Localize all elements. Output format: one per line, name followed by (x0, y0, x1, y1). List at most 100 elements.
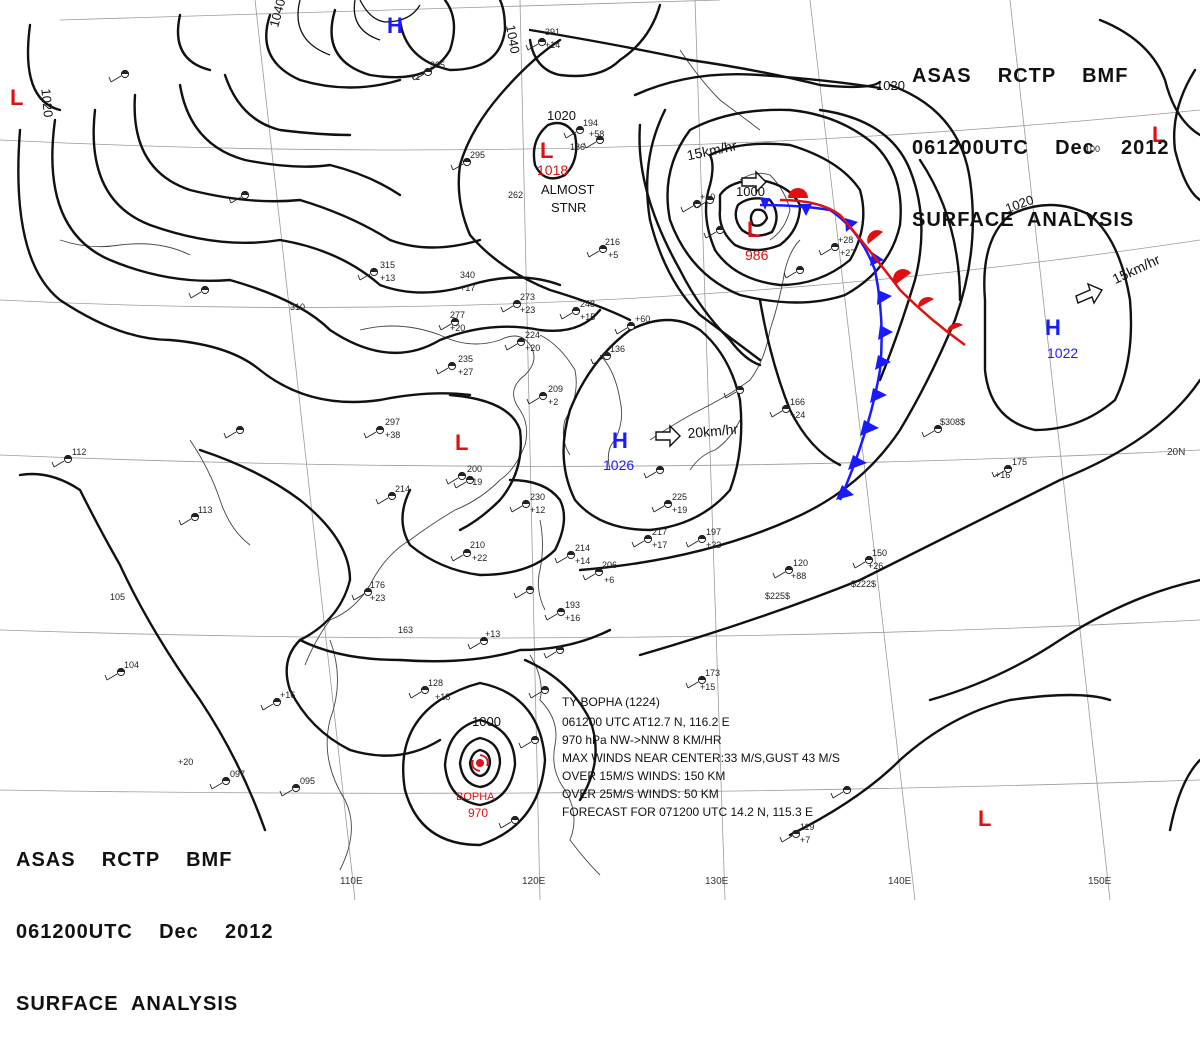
station-value: 100 (1085, 144, 1100, 154)
wind-barb (590, 357, 604, 365)
station-value: +19 (672, 505, 687, 515)
wind-barb (559, 312, 573, 320)
station-cloud-cover (121, 70, 129, 74)
isobar (983, 203, 1133, 432)
isobar (578, 318, 957, 572)
pressure-center-h-north: H (387, 13, 403, 38)
station-value: +7 (800, 835, 810, 845)
isobar (1173, 68, 1200, 202)
wind-barb (228, 196, 242, 204)
station-value: +17 (652, 540, 667, 550)
wind-barb (582, 573, 596, 581)
isobar (734, 197, 778, 237)
isobar-labels: 1040 1040 1020 1020 1020 1000 1020 1000 (38, 0, 1035, 729)
station-cloud-cover (664, 500, 672, 504)
isobar-label: 1000 (736, 184, 765, 199)
isobar (666, 108, 902, 304)
station-value: +20 (450, 323, 465, 333)
header-line-station: ASAS RCTP BMF (912, 65, 1129, 87)
station-plots: 391 +14 305 +1 315 +13 340 +17 310 277 +20 235 +27 29… (51, 27, 1100, 845)
wind-barb (504, 343, 518, 351)
station-cloud-cover (463, 158, 471, 162)
isobar (458, 736, 502, 789)
wind-barb (445, 477, 459, 485)
isobar-label: 1020 (38, 88, 55, 118)
station-value: 277 (450, 310, 465, 320)
isobar (176, 13, 212, 72)
wind-barb (108, 75, 122, 83)
station-cloud-cover (736, 386, 744, 390)
typhoon-name: BOPHA (456, 791, 495, 803)
station-cloud-cover (796, 266, 804, 270)
wind-barb (543, 651, 557, 659)
pressure-center-h-ecs: H (612, 428, 628, 453)
longitude-label: 130E (705, 876, 729, 887)
station-cloud-cover (1004, 465, 1012, 469)
station-cloud-cover (376, 426, 384, 430)
station-cloud-cover (785, 566, 793, 570)
wind-barb (435, 367, 449, 375)
wind-barb (450, 554, 464, 562)
bulletin-line: FORECAST FOR 071200 UTC 14.2 N, 115.3 E (562, 805, 813, 819)
station-value: +27 (840, 248, 855, 258)
cold-front-triangle (760, 198, 770, 210)
kyushu-coast (689, 419, 741, 471)
station-cloud-cover (782, 405, 790, 409)
isobar (265, 13, 402, 89)
station-cloud-cover (716, 226, 724, 230)
station-cloud-cover (693, 200, 701, 204)
stationary-note-line2: STNR (551, 200, 586, 215)
station-value: +18 (435, 692, 450, 702)
wind-barb (685, 540, 699, 548)
station-value: +22 (472, 553, 487, 563)
warm-front-semicircle (867, 230, 883, 244)
isobar (17, 128, 472, 404)
wind-barb (453, 481, 467, 489)
pressure-center-l-far-left: L (10, 85, 23, 110)
wind-barb (921, 430, 935, 438)
station-cloud-cover (656, 466, 664, 470)
isobar (468, 748, 492, 778)
isobar (528, 28, 882, 89)
isobar (448, 393, 522, 532)
station-cloud-cover (599, 245, 607, 249)
wind-barb (779, 835, 793, 843)
header-top-right: ASAS RCTP BMF 061200UTC Dec 2012 SURFACE… (912, 16, 1169, 256)
motion-label: 20km/hr (687, 421, 739, 441)
station-value: 214 (575, 543, 590, 553)
bulletin-line: 970 hPa NW->NNW 8 KM/HR (562, 733, 722, 747)
taiwan-coast (537, 519, 546, 611)
isobar-label: 1040 (503, 24, 523, 55)
typhoon-symbol (471, 754, 489, 772)
warm-front-line (779, 198, 966, 347)
isobar (359, 0, 421, 23)
isobar (1098, 18, 1200, 137)
station-cloud-cover (576, 126, 584, 130)
station-value: +13 (380, 273, 395, 283)
meridian-line (519, 0, 541, 900)
isobar (133, 93, 482, 249)
station-value: 214 (395, 484, 410, 494)
graticule (0, 0, 1200, 900)
station-value: +38 (385, 430, 400, 440)
pressure-center-l-right: L (1152, 122, 1165, 147)
station-value: +24 (790, 410, 805, 420)
isobar (18, 472, 267, 832)
station-value: 224 (525, 330, 540, 340)
wind-barb (680, 205, 694, 213)
cold-front-line (759, 203, 883, 501)
wind-barb (583, 141, 597, 149)
station-cloud-cover (698, 535, 706, 539)
station-cloud-cover (466, 476, 474, 480)
bulletin-line: 061200 UTC AT12.7 N, 116.2 E (562, 715, 730, 729)
isobar (443, 718, 517, 807)
bulletin-line: TY BOPHA (1224) (562, 695, 660, 709)
wind-barb (528, 691, 542, 699)
wind-barb (772, 571, 786, 579)
wind-barb (188, 291, 202, 299)
station-value: +88 (791, 571, 806, 581)
header-bottom-left: ASAS RCTP BMF 061200UTC Dec 2012 SURFACE… (16, 800, 273, 1040)
isobar (401, 478, 566, 577)
cold-front-triangle (870, 388, 887, 403)
station-value: 119 (800, 822, 814, 832)
